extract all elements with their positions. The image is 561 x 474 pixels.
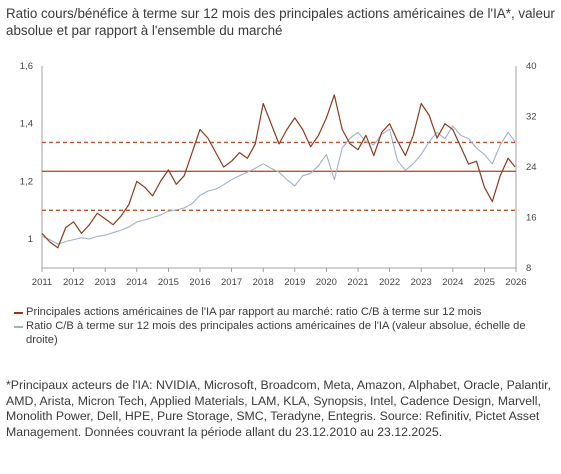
chart-title: Ratio cours/bénéfice à terme sur 12 mois… <box>6 6 555 38</box>
x-tick-label: 2023 <box>411 277 432 288</box>
x-tick-label: 2015 <box>158 277 179 288</box>
x-tick-label: 2016 <box>189 277 210 288</box>
x-tick-label: 2018 <box>253 277 274 288</box>
x-tick-label: 2014 <box>126 277 147 288</box>
x-tick-label: 2022 <box>379 277 400 288</box>
y-left-tick-label: 1,4 <box>20 119 33 130</box>
legend-item-relative: Principales actions américaines de l'IA … <box>14 306 544 320</box>
legend-item-absolute: Ratio C/B à terme sur 12 mois des princi… <box>14 320 544 347</box>
tick-labels: 2011 2012 2013 2014 2015 2016 2017 2018 2019 2020… <box>20 61 537 288</box>
dual-axis-line-chart: 2011 2012 2013 2014 2015 2016 2017 2018 2019 2020… <box>20 61 537 288</box>
y-left-tick-label: 1,2 <box>20 176 33 187</box>
footnote: *Principaux acteurs de l'IA: NVIDIA, Mic… <box>6 378 552 439</box>
y-right-tick-label: 16 <box>526 213 537 224</box>
chart-series <box>41 94 516 249</box>
y-right-tick-label: 8 <box>526 263 531 274</box>
x-tick-label: 2012 <box>63 277 84 288</box>
x-tick-label: 2021 <box>347 277 368 288</box>
y-left-tick-label: 1,6 <box>20 61 33 72</box>
x-tick-label: 2017 <box>221 277 242 288</box>
series-line-0 <box>41 94 516 249</box>
x-tick-label: 2020 <box>316 277 337 288</box>
y-right-tick-label: 32 <box>526 112 537 123</box>
x-tick-label: 2019 <box>284 277 305 288</box>
legend-swatch-relative <box>14 312 23 314</box>
x-tick-label: 2024 <box>442 277 463 288</box>
legend-label-relative: Principales actions américaines de l'IA … <box>26 306 482 318</box>
y-right-tick-label: 24 <box>526 162 537 173</box>
chart-axes <box>41 66 517 269</box>
x-tick-label: 2025 <box>474 277 495 288</box>
reference-lines <box>42 141 516 211</box>
x-tick-label: 2026 <box>505 277 526 288</box>
x-tick-label: 2013 <box>95 277 116 288</box>
y-right-tick-label: 40 <box>526 61 537 72</box>
legend-swatch-absolute <box>14 326 23 328</box>
y-left-tick-label: 1 <box>28 234 33 245</box>
legend-label-absolute: Ratio C/B à terme sur 12 mois des princi… <box>26 320 526 346</box>
series-line-1 <box>41 125 516 245</box>
x-tick-label: 2011 <box>32 277 52 288</box>
